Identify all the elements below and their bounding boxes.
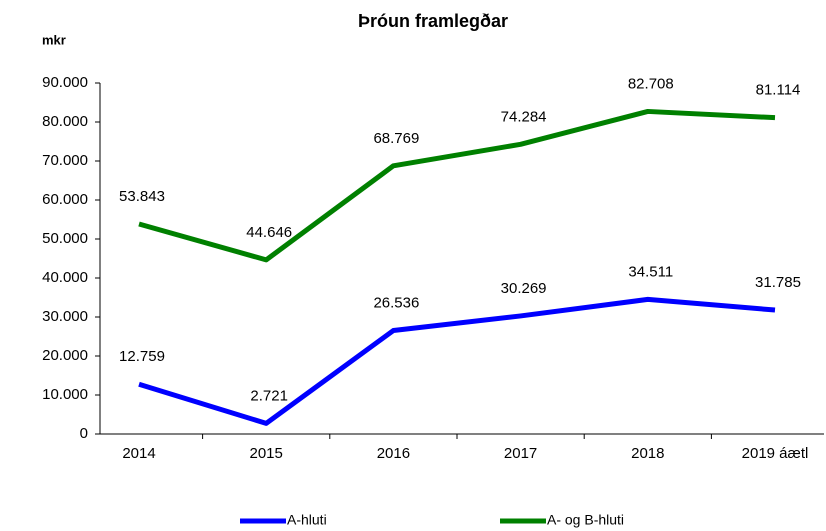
- x-tick-label: 2016: [377, 445, 410, 462]
- data-label: 82.708: [628, 75, 674, 92]
- data-label: 2.721: [250, 387, 288, 404]
- legend-label: A- og B-hluti: [547, 512, 624, 528]
- y-tick-label: 30.000: [42, 308, 88, 325]
- data-label: 81.114: [756, 82, 801, 99]
- x-tick-label: 2019 áætl: [742, 445, 809, 462]
- data-label: 53.843: [119, 188, 165, 205]
- series-line: [138, 296, 776, 426]
- x-tick-label: 2017: [504, 445, 537, 462]
- legend-label: A-hluti: [287, 512, 327, 528]
- y-tick-label: 50.000: [42, 230, 88, 247]
- y-axis-label: mkr: [42, 32, 66, 47]
- data-label: 34.511: [628, 263, 673, 280]
- data-label: 12.759: [119, 348, 165, 365]
- y-tick-label: 20.000: [42, 347, 88, 364]
- data-label: 74.284: [501, 108, 547, 125]
- y-tick-label: 80.000: [42, 113, 88, 130]
- series-line: [138, 108, 776, 263]
- y-tick-label: 10.000: [42, 386, 88, 403]
- data-label: 31.785: [755, 274, 801, 291]
- y-tick-label: 40.000: [42, 269, 88, 286]
- data-label: 26.536: [373, 294, 419, 311]
- data-label: 30.269: [501, 280, 547, 297]
- y-tick-label: 0: [80, 425, 88, 442]
- chart-title: Þróun framlegðar: [358, 11, 508, 31]
- x-tick-label: 2015: [250, 445, 283, 462]
- y-tick-label: 70.000: [42, 152, 88, 169]
- y-tick-label: 60.000: [42, 191, 88, 208]
- y-tick-label: 90.000: [42, 74, 88, 91]
- x-tick-label: 2014: [122, 445, 155, 462]
- data-label: 44.646: [246, 224, 292, 241]
- x-tick-label: 2018: [631, 445, 664, 462]
- data-label: 68.769: [373, 130, 419, 147]
